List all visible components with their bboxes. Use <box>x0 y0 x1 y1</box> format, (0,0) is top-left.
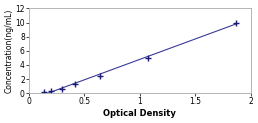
Y-axis label: Concentration(ng/mL): Concentration(ng/mL) <box>5 9 14 93</box>
X-axis label: Optical Density: Optical Density <box>103 109 176 118</box>
